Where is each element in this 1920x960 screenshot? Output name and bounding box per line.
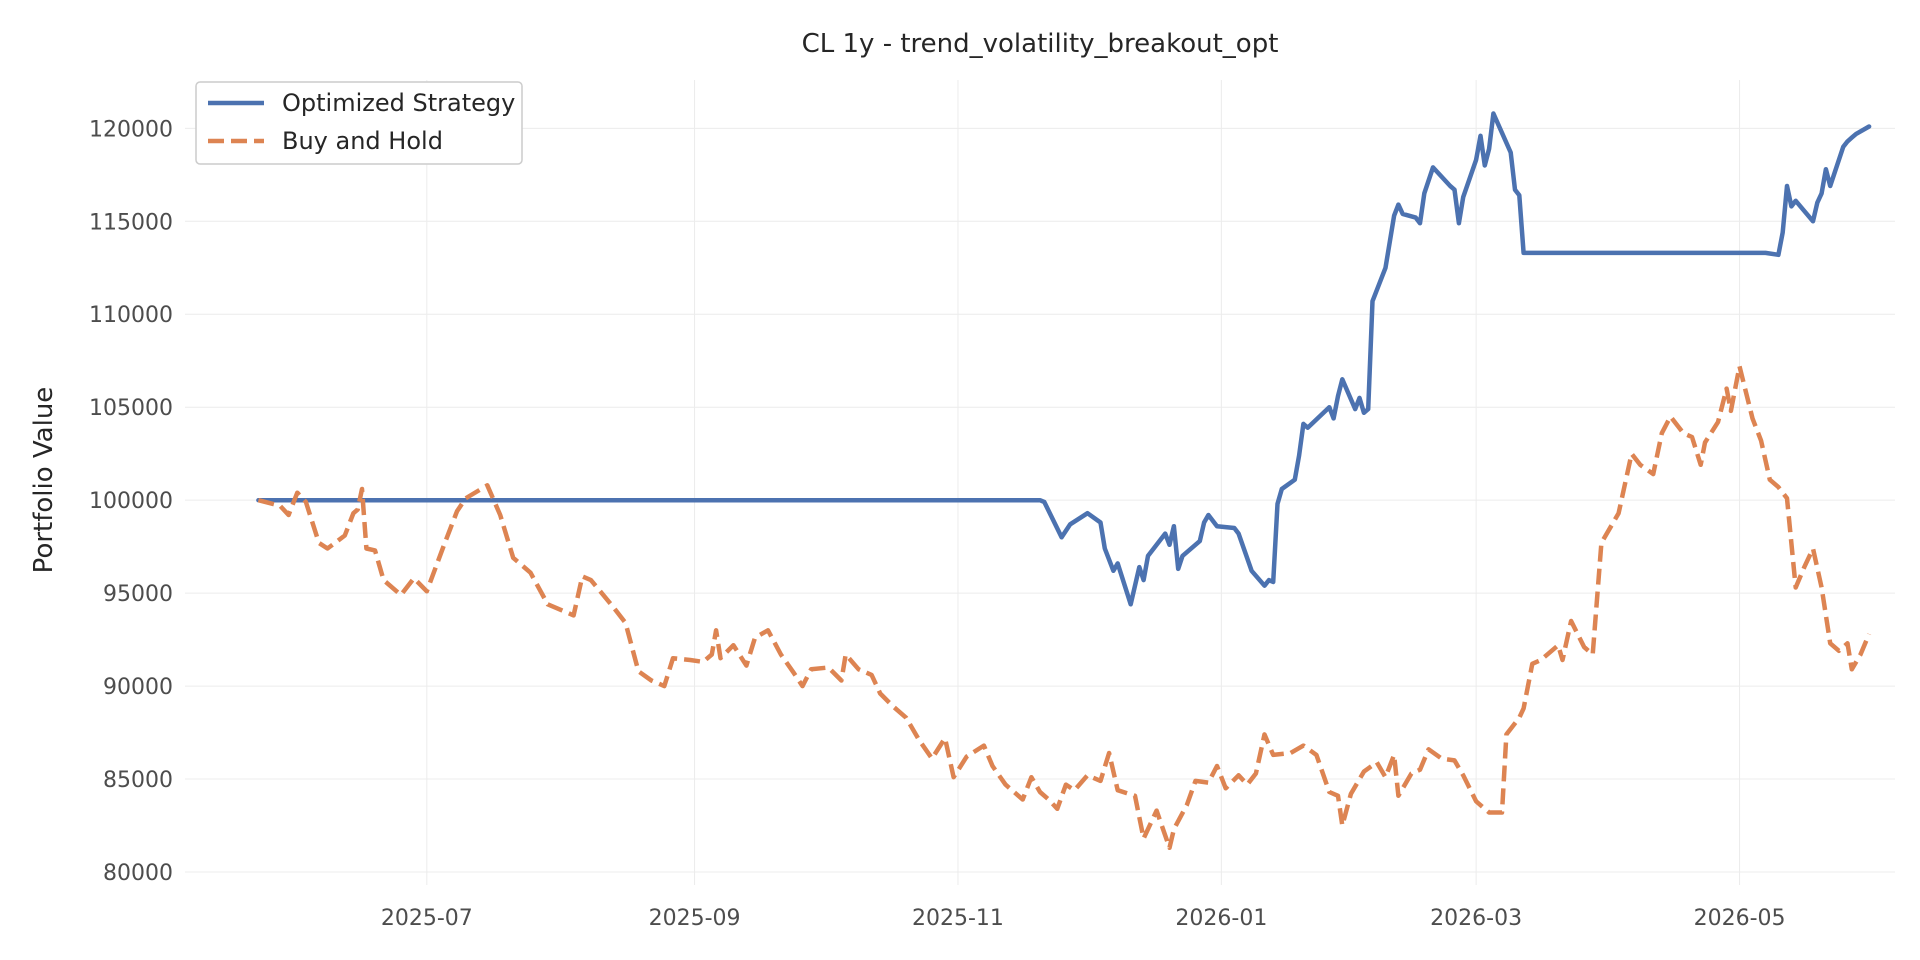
grid [185, 80, 1895, 885]
x-tick-label: 2025-07 [381, 906, 473, 931]
y-tick-label: 110000 [89, 303, 173, 328]
legend-label-buy-and-hold: Buy and Hold [282, 127, 443, 155]
legend: Optimized Strategy Buy and Hold [195, 81, 523, 165]
x-tick-label: 2026-05 [1694, 906, 1786, 931]
y-axis-label: Portfolio Value [29, 387, 59, 574]
x-tick-label: 2026-01 [1175, 906, 1267, 931]
y-tick-label: 100000 [89, 489, 173, 514]
y-tick-label: 120000 [89, 117, 173, 142]
legend-frame [195, 81, 523, 165]
y-tick-label: 115000 [89, 210, 173, 235]
y-axis: 80000 85000 90000 95000 100000 105000 110000 11… [89, 117, 173, 886]
series-line-optimized-strategy [256, 111, 1872, 607]
legend-label-optimized-strategy: Optimized Strategy [282, 89, 515, 117]
y-tick-label: 105000 [89, 396, 173, 421]
y-tick-label: 90000 [103, 675, 173, 700]
series-lines [256, 111, 1872, 851]
x-axis: 2025-07 2025-09 2025-11 2026-01 2026-03 2026-… [381, 906, 1786, 931]
x-tick-label: 2026-03 [1430, 906, 1522, 931]
x-tick-label: 2025-11 [912, 906, 1004, 931]
y-tick-label: 80000 [103, 861, 173, 886]
x-tick-label: 2025-09 [649, 906, 741, 931]
chart-title: CL 1y - trend_volatility_breakout_opt [802, 29, 1279, 59]
series-line-buy-and-hold [257, 364, 1872, 851]
y-tick-label: 95000 [103, 582, 173, 607]
y-tick-label: 85000 [103, 768, 173, 793]
